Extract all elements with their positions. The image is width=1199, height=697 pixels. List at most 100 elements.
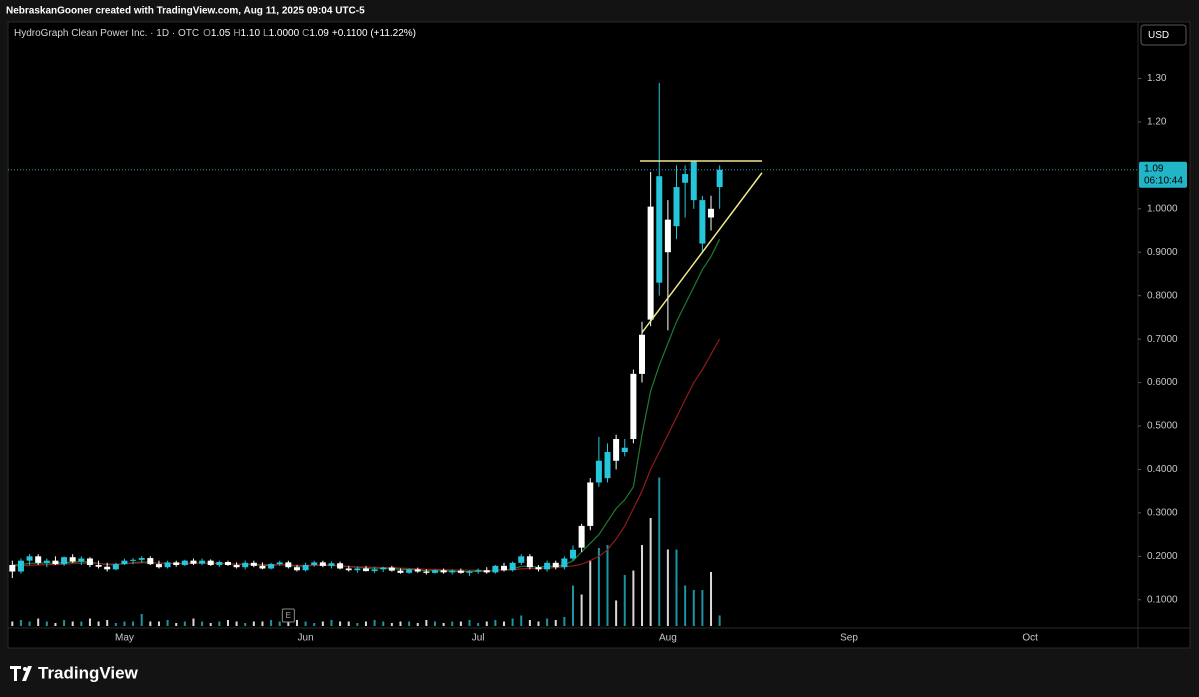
candle-body bbox=[293, 567, 300, 571]
y-tick-label: 0.5000 bbox=[1147, 421, 1178, 432]
volume-bar bbox=[339, 621, 342, 626]
volume-bar bbox=[537, 621, 540, 626]
volume-bar bbox=[658, 477, 661, 626]
volume-bar bbox=[278, 621, 281, 626]
volume-bar bbox=[226, 620, 229, 626]
ohlc-value: 1.0000 bbox=[269, 28, 300, 39]
candle-body bbox=[716, 169, 723, 188]
price-label: 1.09 bbox=[1144, 163, 1164, 174]
candle-body bbox=[656, 176, 663, 283]
y-tick-label: 0.2000 bbox=[1147, 551, 1178, 562]
ohlc-key: C bbox=[302, 28, 309, 39]
volume-bar bbox=[183, 621, 186, 626]
volume-bar bbox=[313, 623, 316, 626]
candle-body bbox=[699, 200, 706, 244]
y-tick-label: 1.30 bbox=[1147, 73, 1167, 84]
candle-body bbox=[199, 560, 206, 564]
volume-bar bbox=[580, 594, 583, 626]
brand: TradingView bbox=[38, 663, 139, 682]
candle-body bbox=[95, 565, 102, 567]
candle-body bbox=[112, 564, 119, 570]
candle-body bbox=[595, 460, 602, 483]
currency-button[interactable] bbox=[1140, 24, 1187, 46]
volume-bar bbox=[390, 623, 393, 626]
candle-body bbox=[552, 562, 559, 568]
candle-body bbox=[613, 439, 620, 461]
candle-body bbox=[242, 562, 249, 568]
candle-body bbox=[544, 562, 551, 570]
ohlc-key: O bbox=[203, 28, 211, 39]
volume-bar bbox=[201, 621, 204, 626]
candle-body bbox=[276, 562, 283, 565]
y-tick-label: 0.6000 bbox=[1147, 377, 1178, 388]
volume-bar bbox=[675, 549, 678, 626]
volume-bar bbox=[157, 621, 160, 626]
candle-body bbox=[561, 558, 568, 568]
candle-body bbox=[216, 561, 223, 566]
candle-body bbox=[173, 562, 180, 566]
y-tick-label: 0.7000 bbox=[1147, 334, 1178, 345]
volume-bar bbox=[666, 549, 669, 626]
candle-body bbox=[121, 560, 128, 565]
volume-bar bbox=[45, 621, 48, 626]
volume-bar bbox=[166, 620, 169, 626]
trendline bbox=[641, 172, 763, 334]
volume-bar bbox=[235, 621, 238, 626]
x-tick-label: May bbox=[115, 633, 134, 644]
candle-body bbox=[578, 525, 585, 548]
price-label-box bbox=[1139, 161, 1187, 188]
x-tick-label: Jul bbox=[472, 633, 485, 644]
candle-body bbox=[155, 564, 162, 568]
volume-bar bbox=[528, 620, 531, 626]
candle-body bbox=[664, 219, 671, 253]
volume-bar bbox=[451, 621, 454, 626]
candle-body bbox=[682, 174, 689, 183]
volume-bar bbox=[485, 621, 488, 626]
volume-bar bbox=[347, 621, 350, 626]
x-tick-label: Jun bbox=[298, 633, 314, 644]
candle-body bbox=[518, 556, 525, 563]
legend: HydroGraph Clean Power Inc. · 1D · OTC O1… bbox=[14, 28, 416, 39]
volume-bar bbox=[192, 618, 195, 626]
candle-body bbox=[319, 562, 326, 566]
volume-bar bbox=[175, 623, 178, 626]
candle-body bbox=[604, 452, 611, 479]
candle-body bbox=[35, 556, 42, 563]
volume-bar bbox=[71, 621, 74, 626]
candle-body bbox=[250, 562, 257, 566]
volume-bar bbox=[701, 590, 704, 626]
candle-body bbox=[61, 557, 68, 565]
x-tick-label: Sep bbox=[840, 633, 858, 644]
candle-body bbox=[43, 560, 50, 563]
volume-bar bbox=[330, 620, 333, 626]
candle-body bbox=[147, 558, 154, 565]
candle-body bbox=[69, 557, 76, 562]
volume-bar bbox=[520, 615, 523, 626]
candle-body bbox=[181, 560, 188, 566]
candle-body bbox=[708, 208, 715, 218]
volume-bar bbox=[546, 618, 549, 626]
volume-bar bbox=[244, 623, 247, 626]
candle-body bbox=[138, 558, 145, 560]
volume-bar bbox=[97, 621, 100, 626]
currency[interactable]: USD bbox=[1148, 30, 1169, 41]
candle-body bbox=[406, 569, 413, 573]
countdown: 06:10:44 bbox=[1144, 175, 1183, 186]
volume-bar bbox=[623, 575, 626, 626]
candle-body bbox=[259, 565, 266, 569]
x-tick-label: Oct bbox=[1022, 633, 1038, 644]
x-tick-label: Aug bbox=[659, 633, 677, 644]
candle-body bbox=[224, 561, 231, 566]
y-tick-label: 0.3000 bbox=[1147, 508, 1178, 519]
candle-body bbox=[492, 565, 499, 573]
candle-body bbox=[570, 549, 576, 559]
candle-body bbox=[630, 373, 637, 440]
volume-bar bbox=[54, 623, 57, 626]
volume-bar bbox=[511, 618, 514, 626]
candle-body bbox=[233, 565, 240, 568]
change: +0.1100 (+11.22%) bbox=[332, 28, 416, 39]
volume-bar bbox=[218, 621, 221, 626]
candle-body bbox=[475, 570, 482, 572]
